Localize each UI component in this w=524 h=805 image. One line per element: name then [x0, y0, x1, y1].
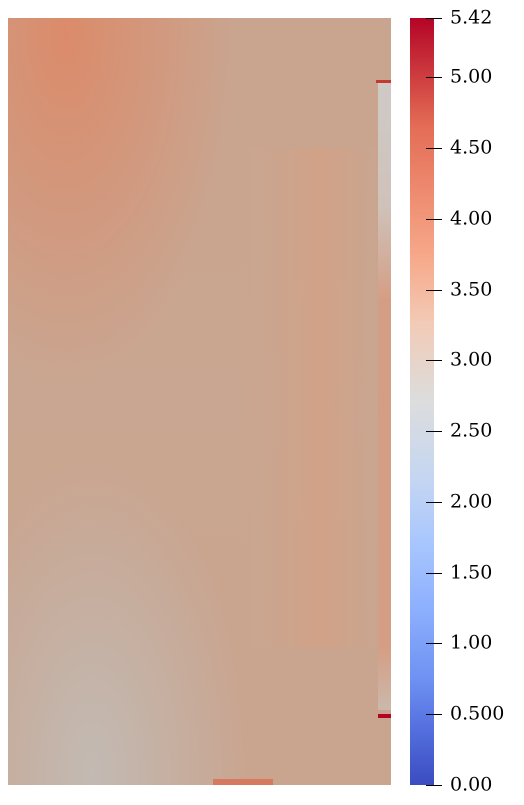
colorbar-tick	[426, 18, 442, 19]
colorbar-tick	[426, 77, 442, 78]
field-top-edge-mark	[376, 80, 391, 83]
colorbar-tick	[426, 431, 442, 432]
colorbar-tick	[426, 573, 442, 574]
field-bottom-edge-mark	[378, 714, 391, 718]
colorbar-tick	[426, 643, 442, 644]
colorbar-tick	[426, 360, 442, 361]
colorbar-tick	[426, 714, 442, 715]
colorbar-tick-label: 0.00	[450, 773, 493, 796]
colorbar-tick	[426, 219, 442, 220]
colorbar-tick-label: 5.42	[450, 6, 493, 29]
colorbar-tick-label: 1.50	[450, 561, 493, 584]
colorbar-tick-label: 3.00	[450, 348, 493, 371]
colorbar-tick-label: 3.50	[450, 278, 493, 301]
scalar-field-svg	[8, 18, 391, 785]
colorbar-tick-label: 4.50	[450, 136, 493, 159]
field-cool-corner	[8, 18, 391, 785]
colorbar-tick-label: 4.00	[450, 207, 493, 230]
colorbar-tick	[426, 502, 442, 503]
scalar-field-plot	[8, 18, 391, 785]
colorbar-tick-label: 5.00	[450, 65, 493, 88]
colorbar-tick	[426, 290, 442, 291]
colorbar-tick-label: 0.500	[450, 702, 505, 725]
colorbar-tick-label: 2.50	[450, 419, 493, 442]
colorbar-tick-label: 1.00	[450, 631, 493, 654]
colorbar-tick	[426, 785, 442, 786]
colorbar-tick-label: 2.00	[450, 490, 493, 513]
colorbar	[410, 18, 434, 785]
colorbar-gradient	[410, 18, 434, 785]
field-right-boundary-column	[378, 80, 391, 710]
colorbar-tick	[426, 148, 442, 149]
field-bottom-strip	[213, 779, 273, 785]
